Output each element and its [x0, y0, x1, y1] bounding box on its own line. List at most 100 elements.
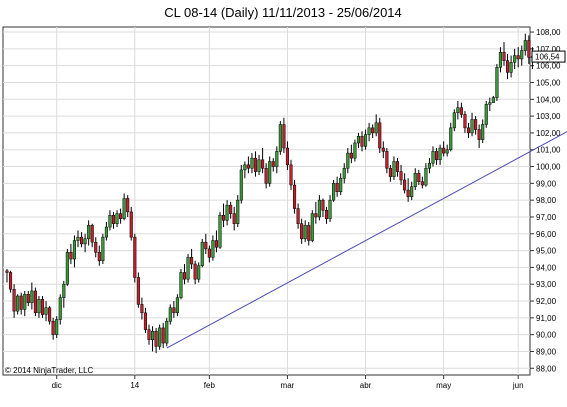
- candle-body-down: [119, 213, 123, 219]
- candle: [104, 222, 108, 241]
- candle-body-down: [349, 152, 353, 159]
- candle-body-down: [246, 164, 250, 169]
- candle-body-down: [90, 225, 94, 243]
- candle: [232, 206, 236, 231]
- candle: [182, 264, 187, 285]
- candle: [463, 111, 467, 133]
- plot-area: [2, 26, 531, 376]
- candle-body-down: [97, 252, 101, 261]
- candle: [452, 109, 456, 132]
- candle-body-up: [243, 164, 247, 171]
- candle: [108, 210, 112, 231]
- candle-body-up: [332, 183, 336, 201]
- candle: [300, 218, 304, 244]
- candle-body-up: [211, 240, 215, 258]
- candle-body-down: [232, 213, 236, 224]
- candle: [324, 206, 329, 224]
- candle-body-up: [449, 127, 453, 150]
- candle: [83, 233, 87, 253]
- candle-body-up: [62, 283, 66, 298]
- candle-body-down: [172, 307, 176, 314]
- candle-body-down: [94, 241, 98, 253]
- candle: [310, 210, 314, 243]
- candle: [62, 280, 66, 308]
- candle: [236, 195, 240, 228]
- candle: [420, 176, 424, 189]
- candle-body-down: [388, 167, 392, 177]
- candle-body-down: [420, 181, 424, 186]
- candle: [65, 248, 69, 286]
- candle-body-up: [317, 199, 321, 218]
- candle: [214, 230, 218, 253]
- last-price-box: [531, 50, 566, 63]
- candle-body-up: [151, 331, 155, 340]
- y-tick-label: 94,00: [536, 263, 557, 272]
- candle: [72, 235, 77, 268]
- candle-body-up: [509, 62, 513, 73]
- copyright-text: © 2014 NinjaTrader, LLC: [5, 366, 94, 375]
- candle-body-down: [516, 55, 520, 60]
- candle-body-down: [69, 252, 73, 260]
- candle-body-down: [321, 199, 325, 211]
- y-tick-label: 97,00: [536, 213, 557, 222]
- candle-body-up: [250, 157, 254, 169]
- candle-body-up: [438, 147, 442, 161]
- candle: [246, 156, 250, 174]
- candle: [55, 316, 59, 339]
- candle-body-up: [72, 240, 77, 260]
- candle: [126, 195, 130, 217]
- candle: [481, 119, 485, 143]
- candle: [491, 95, 495, 103]
- candle-body-up: [108, 215, 112, 228]
- candle: [154, 327, 158, 354]
- candle-body-down: [282, 124, 286, 149]
- candle-body-up: [424, 167, 428, 186]
- candle-body-up: [87, 225, 91, 240]
- candle: [364, 129, 368, 150]
- candle: [293, 179, 297, 214]
- candle-body-up: [310, 213, 314, 241]
- candle-body-down: [48, 307, 52, 322]
- candle-body-up: [30, 290, 34, 303]
- candle: [488, 97, 492, 112]
- candle-body-up: [303, 225, 307, 240]
- candle: [417, 169, 421, 186]
- candle: [335, 176, 339, 197]
- candle: [122, 193, 126, 221]
- candle: [129, 206, 133, 241]
- candle-body-down: [459, 107, 463, 115]
- y-tick-label: 107,00: [536, 45, 561, 54]
- candle: [303, 220, 307, 243]
- candle: [136, 272, 140, 308]
- candle: [474, 116, 478, 135]
- last-price-label: 106,54: [535, 53, 560, 62]
- candle: [172, 301, 176, 318]
- candle-body-down: [133, 236, 137, 278]
- candle-body-up: [65, 252, 69, 285]
- candle: [33, 287, 37, 317]
- candle: [253, 151, 258, 177]
- candle: [307, 222, 311, 246]
- candle-body-up: [179, 272, 183, 298]
- candle: [356, 132, 360, 149]
- x-tick-label: may: [436, 381, 451, 390]
- candle-body-up: [55, 319, 59, 335]
- candle-body-down: [307, 225, 311, 241]
- candle: [58, 294, 62, 325]
- candle-body-up: [513, 55, 517, 63]
- candle: [140, 297, 144, 320]
- candle: [403, 173, 407, 194]
- candle: [406, 178, 410, 202]
- candle: [207, 245, 211, 263]
- candle: [211, 235, 215, 261]
- candle-body-down: [129, 211, 133, 238]
- candle: [133, 233, 137, 283]
- candle-body-down: [147, 329, 151, 340]
- candle-body-down: [51, 320, 55, 335]
- candle-body-up: [37, 299, 41, 314]
- candle: [381, 141, 385, 159]
- y-tick-label: 98,00: [536, 196, 557, 205]
- y-tick-label: 91,00: [536, 314, 557, 323]
- candle: [456, 100, 460, 120]
- candle-body-down: [285, 147, 289, 166]
